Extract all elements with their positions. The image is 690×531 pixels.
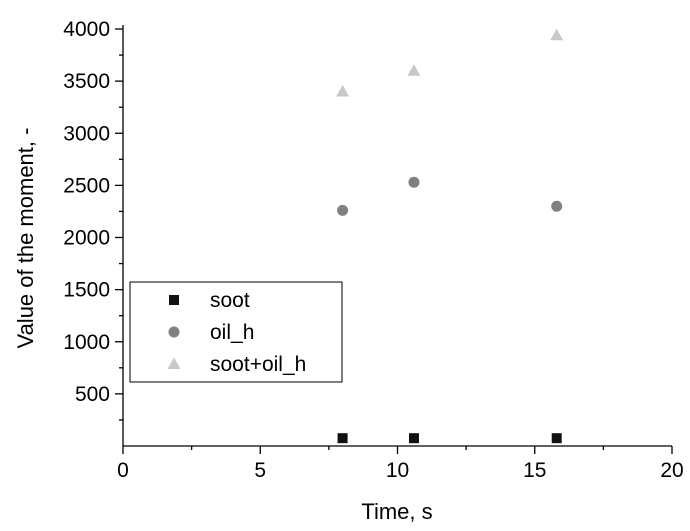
data-point-soot-oil-h — [550, 28, 564, 41]
data-point-oil-h — [408, 176, 420, 188]
y-axis-label: Value of the moment, - — [13, 128, 38, 349]
data-point-soot-oil-h — [407, 64, 421, 76]
legend-box — [129, 281, 343, 383]
legend-label-soot-oil-h: soot+oil_h — [210, 353, 306, 376]
legend-marker-soot-oil-h — [167, 357, 181, 369]
axes — [122, 25, 672, 447]
y-tick-label: 3500 — [63, 70, 110, 93]
legend-label-oil-h: oil_h — [210, 321, 254, 344]
y-tick-label: 2500 — [63, 174, 110, 197]
ticks: 0 5 10 15 20 500 1000 1500 2000 2500 3000 3500 4000 — [63, 18, 683, 482]
data-point-soot-oil-h — [336, 85, 350, 97]
x-axis-label: Time, s — [361, 499, 432, 524]
legend: soot oil_h soot+oil_h — [129, 281, 343, 383]
data-point-oil-h — [337, 204, 349, 216]
y-tick-label: 2000 — [63, 227, 110, 250]
data-point-soot — [337, 433, 348, 444]
x-tick-label: 5 — [254, 459, 266, 482]
y-tick-label: 1000 — [63, 331, 110, 354]
legend-marker-oil-h — [168, 326, 180, 338]
data-point-oil-h — [551, 200, 563, 212]
y-tick-label: 500 — [75, 383, 110, 406]
data-point-soot — [408, 433, 419, 444]
legend-label-soot: soot — [210, 289, 250, 312]
y-tick-label: 4000 — [63, 18, 110, 41]
x-tick-label: 20 — [660, 459, 683, 482]
legend-marker-soot — [169, 295, 179, 305]
y-tick-label: 3000 — [63, 122, 110, 145]
data-points — [336, 28, 564, 444]
x-tick-label: 10 — [386, 459, 409, 482]
data-point-soot — [551, 433, 562, 444]
x-tick-label: 0 — [117, 459, 129, 482]
x-tick-label: 15 — [523, 459, 546, 482]
y-tick-label: 1500 — [63, 279, 110, 302]
